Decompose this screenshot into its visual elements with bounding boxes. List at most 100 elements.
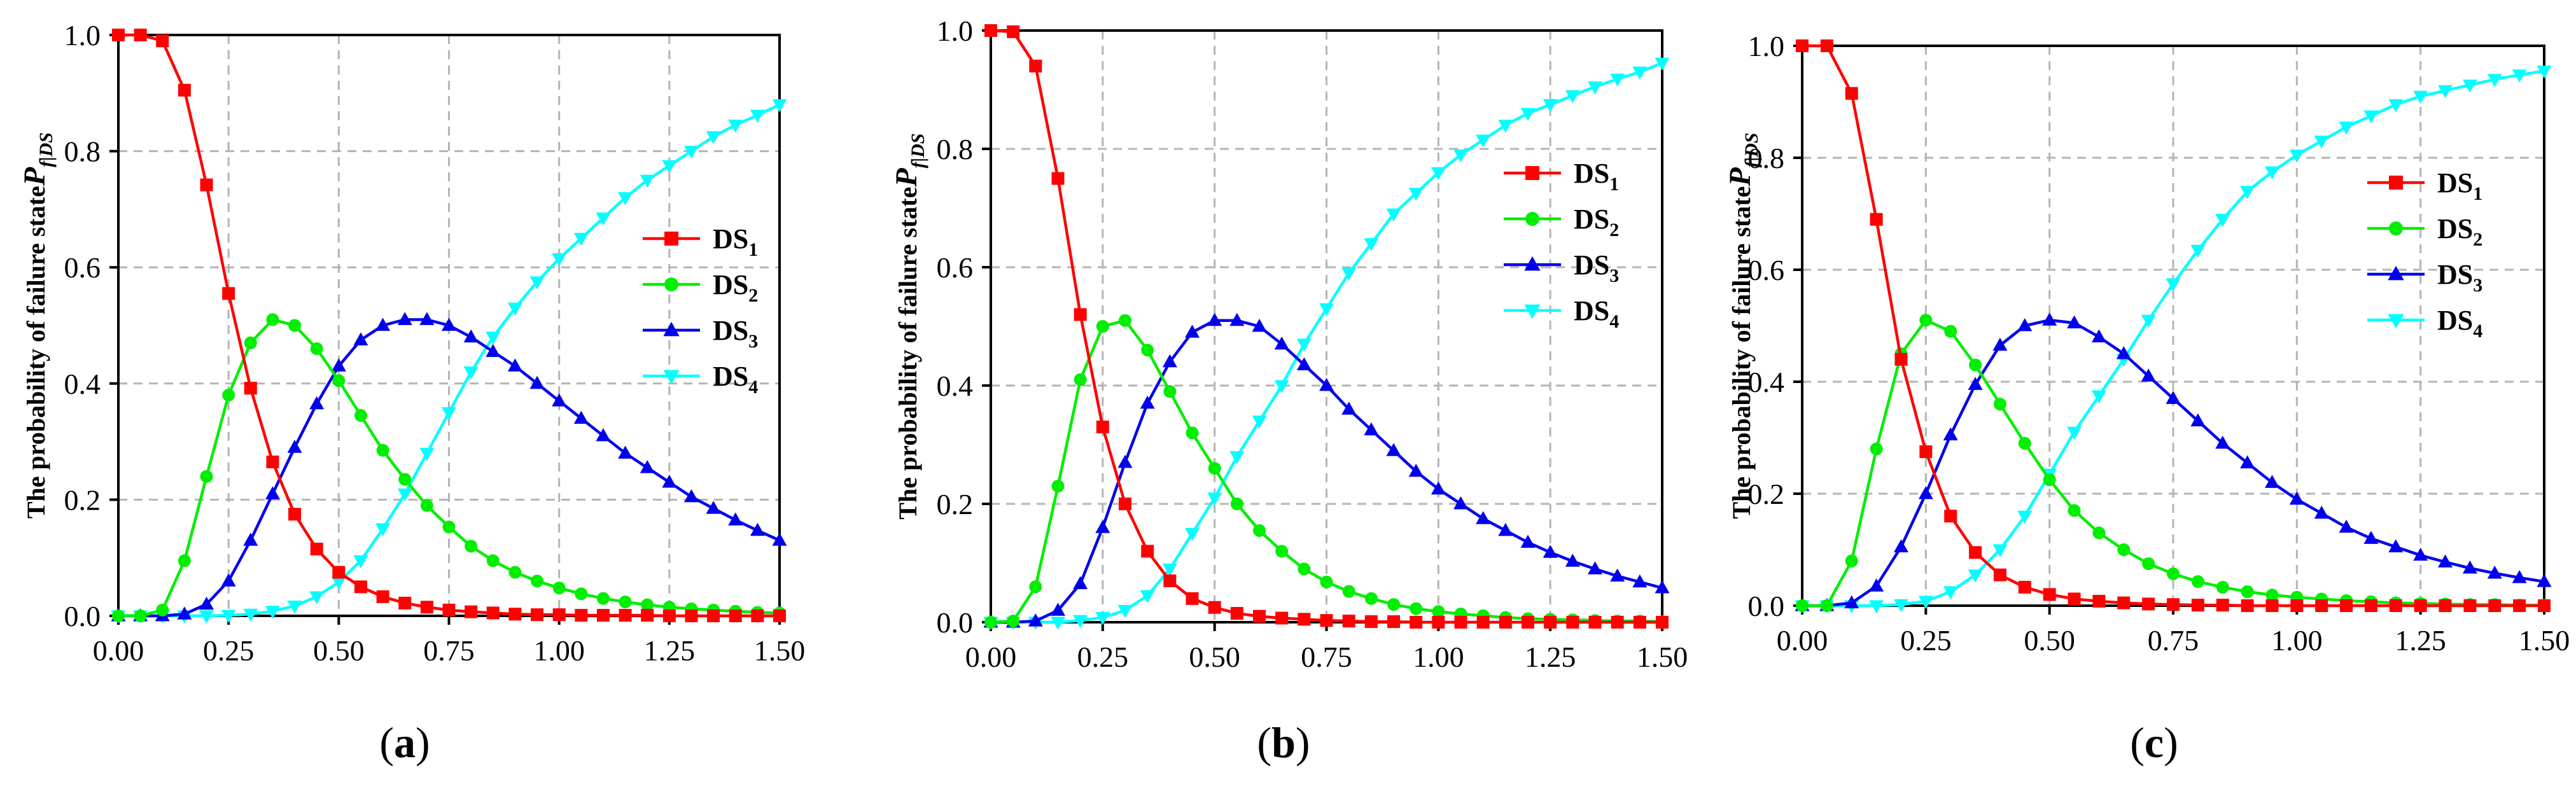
data-point-ds1 [2241,599,2254,612]
data-point-ds4 [1968,569,1983,583]
legend-label: DS1 [713,223,758,260]
data-point-ds3 [1185,324,1200,338]
data-point-ds3 [2215,435,2230,449]
data-point-ds4 [1408,188,1424,201]
y-tick-label: 0.6 [64,251,101,284]
y-tick-label: 1.0 [1748,30,1785,62]
legend-label-name: DS [713,269,748,300]
panel-letter-paren: ( [2130,718,2145,767]
y-axis-label: The probability of failure statePf|DS [890,133,928,519]
data-point-ds2 [465,540,478,553]
data-point-ds2 [332,374,346,387]
data-point-ds3 [1140,395,1155,409]
data-point-ds4 [375,523,391,537]
data-point-ds4 [309,591,325,604]
legend-label-name: DS [713,315,748,346]
data-point-ds2 [1320,575,1333,589]
data-point-ds1 [2463,599,2477,612]
data-point-ds2 [1820,599,1833,612]
data-point-ds2 [2092,526,2106,540]
panel-letter: (b) [1257,718,1310,767]
data-point-ds1 [1230,607,1243,620]
data-point-ds4 [1229,451,1245,464]
data-point-ds1 [1119,498,1131,510]
data-point-ds3 [1869,578,1884,592]
data-point-ds3 [772,533,787,546]
data-point-ds1 [465,605,478,618]
data-point-ds1 [112,29,125,41]
legend-label-subscript: 3 [2473,275,2482,296]
y-axis-label-symbol: P [18,167,52,186]
data-point-ds2 [1796,599,1809,612]
data-point-ds1 [1096,421,1109,434]
panel-letter-paren: ) [2164,718,2178,767]
y-tick-label: 0.0 [937,606,974,639]
x-tick-label: 1.25 [644,634,696,667]
data-point-ds1 [984,24,997,37]
x-tick-label: 0.75 [423,634,475,667]
data-point-ds4 [552,253,567,267]
x-tick-label: 0.75 [1301,641,1352,673]
data-point-ds4 [2512,69,2527,83]
data-point-ds4 [1498,120,1513,133]
data-point-ds2 [1870,442,1883,456]
panel-letter: (c) [2130,718,2178,767]
x-tick-label: 0.25 [1900,624,1952,657]
data-point-ds3 [1943,427,1958,441]
y-axis-label-text: The probability of failure state [893,187,922,520]
y-axis-label-text: The probability of failure state [22,186,50,519]
data-point-ds1 [1342,615,1355,628]
data-point-ds1 [354,580,367,594]
data-point-ds2 [486,554,500,568]
data-point-ds4 [221,609,236,623]
data-point-ds4 [2438,85,2453,99]
y-tick-label: 0.4 [937,370,974,402]
data-point-ds1 [332,566,346,579]
data-point-ds2 [420,499,433,512]
y-axis-label-subscript: f|DS [1741,132,1762,167]
data-point-ds2 [1342,585,1355,598]
x-tick-label: 0.00 [965,641,1017,673]
panel-letter-char: b [1271,718,1296,767]
data-point-ds2 [134,609,147,622]
data-point-ds4 [1296,338,1312,352]
legend-label-subscript: 1 [1609,174,1619,195]
data-point-ds3 [2462,561,2477,574]
data-point-ds4 [1992,544,2008,557]
data-point-ds2 [1253,524,1266,537]
data-point-ds4 [2339,122,2354,135]
data-point-ds1 [420,601,433,614]
data-point-ds4 [199,610,214,623]
data-point-ds2 [1410,602,1423,615]
data-point-ds2 [266,313,279,326]
data-point-ds3 [1431,481,1446,495]
data-point-ds3 [2339,519,2354,533]
data-point-ds3 [2240,455,2255,469]
data-point-ds2 [354,409,367,422]
data-point-ds1 [1588,616,1602,629]
data-point-ds3 [1274,336,1289,350]
data-point-ds4 [397,488,412,502]
data-point-ds4 [1893,599,1908,613]
data-point-ds3 [1655,580,1670,594]
data-point-ds1 [2068,592,2081,606]
legend-label-subscript: 4 [2473,321,2482,342]
legend-label-name: DS [2437,167,2473,199]
data-point-ds2 [1387,598,1400,611]
data-point-ds4 [1588,81,1602,95]
data-point-ds4 [2240,186,2255,199]
data-point-ds2 [222,389,235,402]
data-point-ds2 [552,582,566,595]
legend-label-subscript: 2 [748,285,758,306]
data-point-ds1 [707,609,720,622]
data-point-ds2 [1298,562,1311,576]
data-point-ds3 [2091,329,2106,343]
data-point-ds2 [2241,585,2254,598]
panel-letter-paren: ( [1257,718,1271,767]
data-point-ds2 [619,596,632,609]
data-point-ds1 [1796,39,1809,52]
legend-label-name: DS [713,361,748,392]
y-tick-label: 0.4 [64,368,101,400]
data-point-ds3 [1207,312,1222,326]
data-point-ds4 [683,146,699,159]
